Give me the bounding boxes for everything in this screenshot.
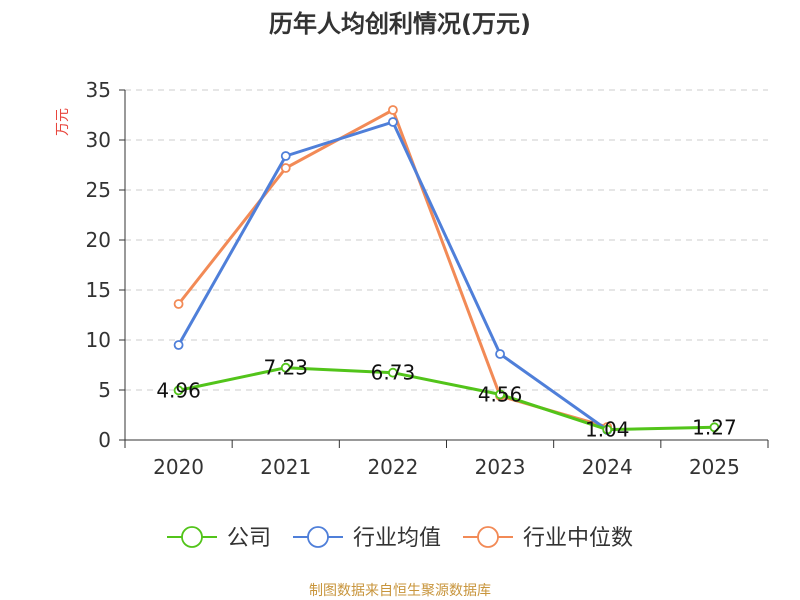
legend-item-2[interactable]: 行业中位数 [463,526,633,551]
point-series-0-2023 [495,389,505,400]
y-tick-label-5: 5 [98,378,111,402]
y-tick-label-35: 35 [86,78,111,102]
x-tick-label-2025: 2025 [689,455,740,479]
point-series-1-2021 [280,151,291,161]
data-labels: 4.96 7.23 6.73 4.56 1.04 1.27 [156,356,736,442]
data-label-2021: 7.23 [263,356,308,380]
data-label-2025: 1.27 [692,415,737,439]
point-series-1-2023 [495,349,505,359]
x-tick-label-2022: 2022 [367,455,418,479]
x-tick-label-2023: 2023 [475,455,526,479]
point-series-0-2022 [388,367,398,378]
point-series-2-2020 [173,299,184,309]
data-label-2020: 4.96 [156,378,201,402]
data-label-2023: 4.56 [478,382,523,406]
legend-marker-1 [307,526,329,548]
point-series-1-2022 [388,117,398,127]
legend: 公司 行业均值 行业中位数 [167,526,633,551]
y-axis-label: 万元 [55,108,71,136]
legend-marker-2 [477,526,499,548]
legend-marker-0 [181,526,203,548]
y-tick-label-10: 10 [86,328,111,352]
legend-label-0: 公司 [227,526,271,551]
point-series-0-2020 [173,385,184,396]
point-series-1-2020 [173,340,184,350]
y-tick-label-15: 15 [86,278,111,302]
y-tick-label-20: 20 [86,228,111,252]
point-series-0-2025 [709,422,720,433]
data-label-2022: 6.73 [371,361,416,385]
series-group [173,105,720,435]
point-series-0-2021 [280,362,291,373]
point-series-0-2024 [602,424,613,435]
legend-item-1[interactable]: 行业均值 [293,526,441,551]
legend-label-1: 行业均值 [353,526,441,551]
chart-title: 历年人均创利情况(万元) [269,10,531,38]
y-tick-label-30: 30 [86,128,111,152]
x-tick-label-2020: 2020 [153,455,204,479]
data-label-2024: 1.04 [585,418,630,442]
point-series-2-2022 [388,105,398,115]
x-tick-label-2021: 2021 [260,455,311,479]
y-tick-label-25: 25 [86,178,111,202]
point-series-2-2021 [280,163,291,173]
legend-label-2: 行业中位数 [523,526,633,551]
y-tick-label-0: 0 [98,428,111,452]
series-line-0 [178,366,715,432]
legend-item-0[interactable]: 公司 [167,526,271,551]
source-note: 制图数据来自恒生聚源数据库 [309,583,491,599]
x-tick-label-2024: 2024 [582,455,633,479]
